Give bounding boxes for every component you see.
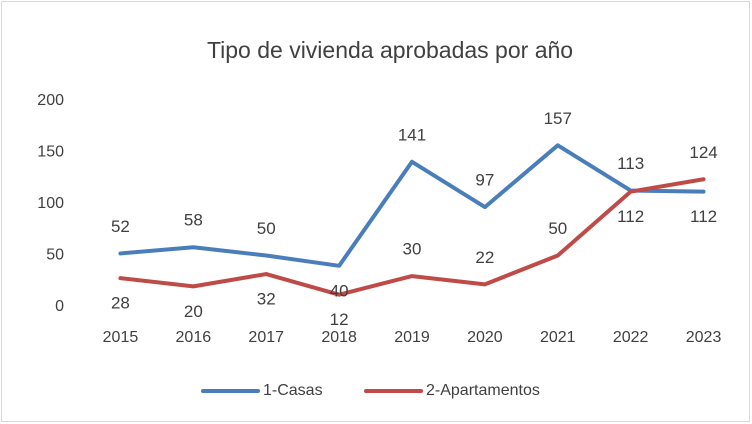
data-label: 20 [184,302,203,321]
data-label: 112 [617,207,644,226]
legend-label: 2-Apartamentos [426,382,540,399]
data-label: 28 [111,294,130,313]
data-label: 12 [330,310,349,329]
x-tick-label: 2023 [686,329,722,346]
y-tick-label: 0 [55,298,64,315]
data-label: 30 [403,240,422,259]
data-label: 124 [689,143,717,162]
data-label: 40 [330,281,349,300]
y-tick-label: 50 [46,247,64,264]
series-line [118,143,706,268]
data-label: 58 [184,211,203,230]
y-tick-label: 150 [37,144,64,161]
x-tick-label: 2022 [613,329,649,346]
legend-label: 1-Casas [263,382,323,399]
data-label: 113 [617,154,644,173]
y-tick-label: 100 [37,195,64,212]
x-tick-label: 2017 [248,329,284,346]
x-tick-label: 2016 [176,329,212,346]
data-label: 112 [690,207,717,226]
data-label: 157 [544,109,572,128]
data-label: 50 [257,219,276,238]
data-label: 50 [548,219,567,238]
chart-title: Tipo de vivienda aprobadas por año [207,37,573,63]
series-line [118,177,706,297]
x-tick-label: 2015 [103,329,139,346]
data-label: 32 [257,290,276,309]
data-label: 22 [475,248,494,267]
x-tick-label: 2019 [394,329,430,346]
x-tick-label: 2018 [321,329,357,346]
x-tick-label: 2021 [540,329,576,346]
data-label: 52 [111,217,130,236]
data-label: 97 [475,171,494,190]
data-label: 141 [398,125,426,144]
y-tick-label: 200 [37,92,64,109]
x-tick-label: 2020 [467,329,503,346]
